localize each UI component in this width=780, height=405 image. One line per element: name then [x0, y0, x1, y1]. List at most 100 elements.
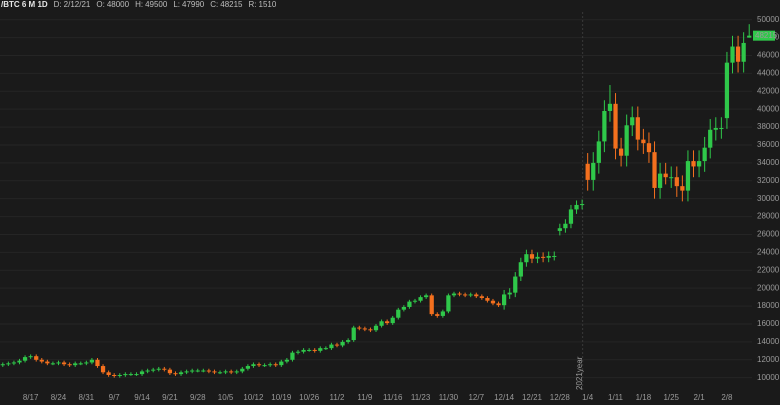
candle-body: [73, 363, 78, 366]
header-value: 48215: [220, 0, 243, 9]
candle-body: [112, 374, 117, 376]
candle-body: [6, 363, 11, 365]
x-tick-label: 9/7: [109, 393, 121, 402]
candle-body: [351, 327, 356, 341]
x-tick-label: 9/21: [162, 393, 178, 402]
y-tick-label: 24000: [757, 247, 780, 256]
candle-body: [178, 372, 184, 375]
candle-body: [724, 62, 730, 119]
candle-body: [56, 362, 61, 364]
header-label: C:: [210, 0, 218, 9]
header-label: O:: [96, 0, 104, 9]
y-tick-label: 22000: [757, 265, 780, 274]
x-tick-label: 11/2: [330, 393, 346, 402]
candle-body: [680, 186, 685, 191]
x-tick-label: 2/1: [694, 393, 706, 402]
header-label: D:: [54, 0, 62, 9]
candle-body: [552, 255, 557, 257]
x-tick-label: 10/26: [299, 393, 320, 402]
candle-body: [507, 292, 512, 295]
x-tick-label: 1/4: [582, 393, 594, 402]
header-label: H:: [135, 0, 143, 9]
candle-body: [195, 370, 200, 372]
candle-body: [67, 364, 72, 366]
x-tick-label: 9/28: [190, 393, 206, 402]
y-tick-label: 20000: [757, 283, 780, 292]
y-tick-label: 12000: [757, 355, 780, 364]
header-value: 49500: [145, 0, 168, 9]
candle-body: [156, 368, 161, 370]
candle-body: [290, 352, 295, 360]
y-tick-label: 30000: [757, 194, 780, 203]
x-tick-label: 10/5: [218, 393, 234, 402]
candle-body: [708, 129, 713, 148]
x-tick-label: 8/31: [79, 393, 95, 402]
candle-body: [524, 254, 529, 263]
candle-body: [641, 139, 646, 144]
candle-body: [307, 349, 312, 351]
candle-body: [100, 366, 106, 373]
y-tick-label: 32000: [757, 176, 780, 185]
candle-body: [22, 357, 28, 361]
candle-body: [635, 117, 640, 140]
price-tag-label: 48215: [755, 31, 778, 40]
candle-body: [217, 372, 223, 374]
y-tick-label: 16000: [757, 319, 780, 328]
candle-body: [11, 362, 17, 364]
x-tick-label: 12/28: [550, 393, 571, 402]
candle-body: [585, 163, 590, 180]
candle-body: [334, 344, 340, 346]
y-tick-label: 14000: [757, 337, 780, 346]
candle-body: [496, 303, 501, 306]
candle-body: [563, 223, 568, 229]
candle-body: [128, 374, 134, 376]
x-tick-label: 11/9: [357, 393, 373, 402]
candle-body: [669, 177, 674, 179]
candle-body: [123, 374, 128, 376]
candle-body: [106, 372, 111, 375]
candle-body: [713, 127, 718, 130]
candle-body: [518, 262, 523, 277]
candle-body: [747, 35, 752, 38]
candle-body: [719, 127, 724, 129]
x-tick-label: 8/17: [23, 393, 39, 402]
candle-body: [540, 256, 546, 258]
header-label: L:: [173, 0, 180, 9]
candle-body: [139, 371, 145, 375]
candle-body: [602, 110, 607, 142]
candle-body: [546, 255, 551, 258]
candle-body: [591, 162, 596, 180]
candle-body: [184, 371, 189, 373]
x-tick-label: 8/24: [51, 393, 67, 402]
y-tick-label: 42000: [757, 86, 780, 95]
candle-body: [368, 329, 373, 331]
candle-body: [730, 46, 735, 63]
candle-body: [385, 321, 390, 324]
candle-body: [151, 369, 156, 371]
candle-body: [201, 370, 206, 372]
candle-body: [735, 46, 741, 62]
candle-body: [323, 348, 328, 350]
candle-body: [596, 141, 601, 163]
candle-body: [379, 321, 384, 326]
y-tick-label: 10000: [757, 373, 780, 382]
x-tick-label: 12/21: [522, 393, 543, 402]
y-tick-label: 40000: [757, 104, 780, 113]
candle-body: [574, 204, 579, 210]
x-tick-label: 12/14: [494, 393, 515, 402]
candle-body: [268, 364, 273, 366]
candle-body: [474, 294, 479, 297]
candle-body: [624, 125, 629, 156]
candle-body: [435, 314, 440, 316]
y-tick-label: 46000: [757, 51, 780, 60]
candle-body: [457, 293, 462, 295]
candle-body: [34, 356, 39, 360]
candle-body: [362, 328, 367, 330]
x-tick-label: 11/23: [411, 393, 431, 402]
candle-body: [256, 364, 262, 366]
candle-body: [28, 356, 33, 358]
symbol: /BTC 6 M 1D: [1, 0, 48, 9]
header: /BTC 6 M 1D D: 2/12/21 O: 48000 H: 49500 L: 479…: [1, 0, 277, 9]
candle-body: [579, 204, 585, 206]
